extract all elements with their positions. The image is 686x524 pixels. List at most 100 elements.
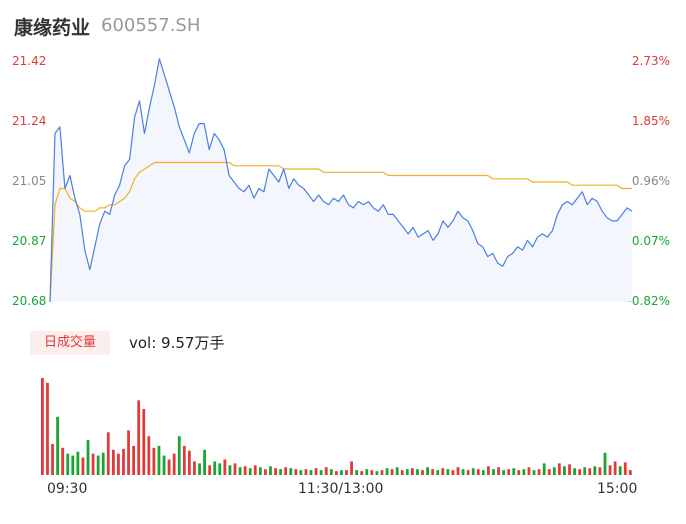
volume-bar: [365, 469, 369, 475]
volume-bar: [258, 467, 262, 475]
volume-bar: [218, 463, 222, 475]
pct-tick-label: 0.96%: [631, 174, 670, 188]
volume-bar: [502, 470, 506, 475]
volume-bar: [400, 470, 404, 475]
volume-bar: [56, 416, 59, 475]
volume-bar: [456, 467, 460, 475]
volume-bar: [461, 469, 465, 475]
volume-bar: [522, 469, 526, 475]
volume-bar: [294, 469, 298, 475]
volume-bar: [355, 470, 359, 475]
volume-bar: [345, 470, 348, 475]
volume-bar: [517, 470, 521, 475]
volume-tab[interactable]: 日成交量: [30, 331, 110, 355]
volume-bar: [213, 461, 217, 475]
volume-bar: [81, 457, 85, 475]
volume-bar: [608, 465, 612, 475]
volume-bar: [228, 465, 232, 475]
volume-bar: [122, 448, 125, 475]
price-tick-label: 21.05: [12, 174, 47, 188]
volume-bar: [142, 409, 146, 475]
volume-bar: [370, 470, 374, 475]
volume-bar: [583, 467, 587, 475]
volume-bar: [613, 461, 617, 475]
volume-bar: [106, 432, 110, 475]
price-tick-label: 20.68: [12, 294, 47, 308]
volume-bar: [147, 436, 151, 475]
volume-bar: [390, 469, 394, 475]
volume-bar: [238, 467, 242, 475]
volume-bar: [111, 449, 115, 475]
volume-bar: [329, 469, 333, 475]
pct-tick-label: 0.07%: [631, 234, 670, 248]
volume-bar: [208, 465, 212, 475]
price-area-fill: [50, 58, 632, 302]
volume-bar: [127, 430, 130, 475]
volume-bar: [284, 467, 288, 475]
volume-bar: [573, 468, 576, 475]
volume-bar: [334, 471, 338, 475]
volume-bar: [481, 470, 485, 475]
volume-bar: [137, 400, 141, 475]
volume-bar: [385, 468, 389, 475]
price-tick-label: 21.42: [12, 54, 47, 68]
volume-bar: [152, 447, 156, 475]
volume-bar: [497, 467, 500, 475]
volume-bar: [623, 462, 627, 475]
volume-bar: [537, 469, 541, 475]
volume-bar: [441, 468, 445, 475]
volume-bar: [588, 468, 592, 475]
volume-bar: [578, 469, 582, 475]
volume-bar: [274, 468, 277, 475]
stock-code: 600557.SH: [101, 15, 201, 36]
volume-bar: [248, 468, 252, 475]
volume-bar: [243, 466, 247, 475]
volume-bar: [487, 466, 490, 475]
volume-bar: [172, 453, 176, 475]
volume-bar: [279, 469, 282, 475]
volume-bar: [405, 469, 409, 475]
volume-bar: [416, 469, 419, 475]
volume-bar: [223, 459, 227, 475]
volume-bar: [187, 450, 191, 475]
volume-bar: [182, 445, 186, 475]
x-tick-label: 09:30: [47, 481, 88, 497]
price-tick-label: 21.24: [12, 114, 47, 128]
volume-bar: [324, 467, 328, 475]
volume-bar: [132, 445, 136, 475]
volume-bar: [466, 470, 470, 475]
volume-bar: [289, 468, 293, 475]
volume-bar: [471, 468, 475, 475]
volume-bar: [76, 451, 80, 475]
volume-bar: [117, 453, 120, 475]
volume-bar: [162, 455, 166, 475]
volume-bar: [91, 453, 95, 475]
volume-bar: [198, 463, 201, 475]
volume-bar: [167, 459, 171, 475]
volume-bar: [492, 469, 495, 475]
volume-bar: [446, 469, 450, 475]
volume-bar: [426, 467, 429, 475]
volume-bar: [618, 466, 622, 475]
volume-bar: [314, 468, 318, 475]
volume-bar: [552, 467, 556, 475]
pct-tick-label: -0.82%: [627, 294, 670, 308]
price-line: [49, 58, 633, 303]
volume-bar: [603, 452, 607, 475]
average-price-line: [49, 161, 632, 303]
volume-bar: [101, 452, 105, 475]
volume-bar: [319, 470, 323, 475]
volume-bar: [309, 470, 313, 475]
price-tick-label: 20.87: [12, 234, 47, 248]
volume-bar: [360, 471, 364, 475]
pct-tick-label: 2.73%: [631, 54, 670, 68]
volume-bar: [269, 466, 272, 475]
volume-bar: [628, 470, 632, 475]
volume-bar: [557, 463, 561, 475]
volume-bar: [233, 463, 237, 475]
pct-tick-label: 1.85%: [631, 114, 670, 128]
stock-name: 康缘药业: [14, 17, 91, 39]
x-tick-label: 11:30/13:00: [298, 481, 384, 497]
volume-bar: [593, 466, 597, 475]
volume-bar: [264, 469, 267, 475]
